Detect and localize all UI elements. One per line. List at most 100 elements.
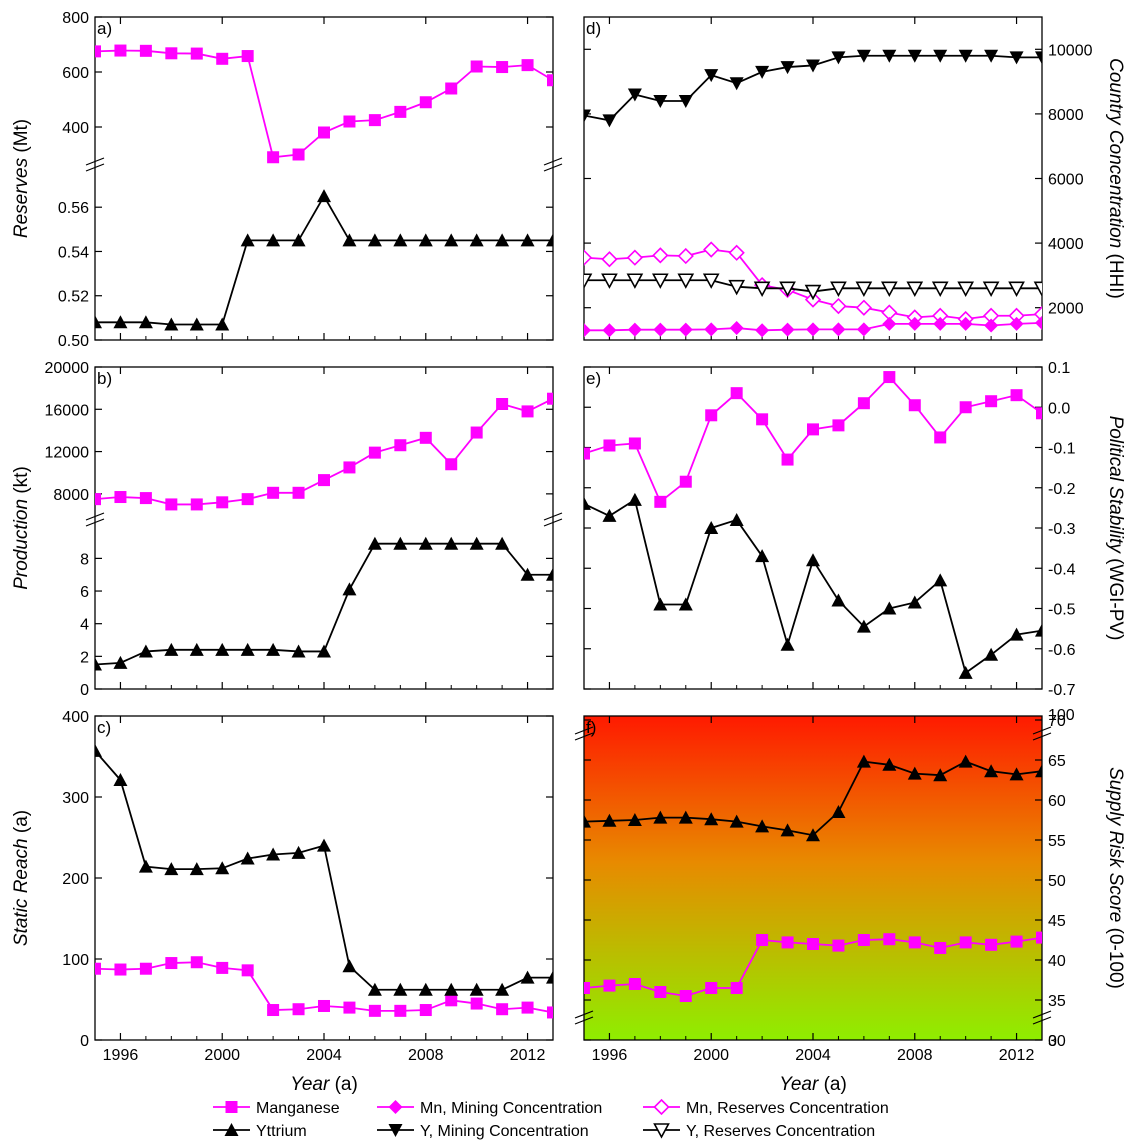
series-line-mn-reserves-concentration <box>584 248 1042 320</box>
y-tick-label: 300 <box>62 790 89 807</box>
data-point-yttrium <box>393 233 408 247</box>
y-tick-label: 0.54 <box>58 244 89 261</box>
data-point-yttrium <box>317 189 331 203</box>
y-tick-label: 65 <box>1048 753 1066 770</box>
axis-break-mark <box>85 512 105 521</box>
x-tick-label: 2008 <box>408 1047 444 1064</box>
legend-item-manganese: Manganese <box>213 1100 340 1117</box>
data-point-manganese <box>908 936 921 949</box>
data-point-manganese <box>445 994 458 1007</box>
panel-label: d) <box>586 19 601 38</box>
data-point-manganese <box>883 371 896 384</box>
series-line-yttrium <box>584 498 1042 675</box>
y-tick-label: 0.0 <box>1048 400 1070 417</box>
axis-break-mark <box>543 163 563 172</box>
data-point-mn-mining-concentration <box>602 323 617 338</box>
axis-break-mark <box>85 518 105 527</box>
data-point-yttrium <box>164 642 179 656</box>
y-tick-label: 8 <box>80 551 89 568</box>
data-point-manganese <box>603 439 616 452</box>
y-axis-label: Production (kt) <box>11 466 32 590</box>
data-point-mn-mining-concentration <box>653 322 668 337</box>
data-point-yttrium <box>984 647 999 661</box>
data-point-yttrium <box>418 233 433 247</box>
data-point-yttrium <box>138 644 153 658</box>
legend-label: Mn, Mining Concentration <box>420 1100 602 1117</box>
data-point-manganese <box>267 1004 280 1017</box>
data-point-manganese <box>584 447 590 460</box>
data-point-mn-mining-concentration <box>584 323 591 338</box>
data-point-manganese <box>190 47 203 60</box>
data-point-yttrium <box>317 644 331 658</box>
data-point-manganese <box>730 982 743 994</box>
y-tick-label: 4 <box>80 617 89 634</box>
series-layer <box>584 49 1042 338</box>
y-tick-label: 2000 <box>1048 301 1084 318</box>
y-tick-label: 400 <box>62 120 89 137</box>
panel-label: c) <box>97 718 111 737</box>
x-tick-label: 2000 <box>204 1047 240 1064</box>
data-point-manganese <box>1010 389 1023 402</box>
data-point-manganese <box>959 401 972 414</box>
data-point-yttrium <box>546 233 553 247</box>
y-tick-label: 4000 <box>1048 236 1084 253</box>
axis-break-mark <box>574 726 594 735</box>
data-point-yttrium <box>584 814 591 828</box>
data-point-yttrium <box>520 233 535 247</box>
data-point-manganese <box>216 961 229 974</box>
axis-break-mark <box>85 157 105 166</box>
data-point-manganese <box>95 45 101 58</box>
x-tick-label: 2012 <box>999 1047 1035 1064</box>
plot-frame <box>94 715 554 1041</box>
legend-label: Mn, Reserves Concentration <box>686 1100 889 1117</box>
legend-label: Manganese <box>256 1100 340 1117</box>
data-point-manganese <box>781 936 794 949</box>
data-point-y-reserves-concentration <box>1033 281 1042 298</box>
data-point-manganese <box>547 392 553 405</box>
data-point-yttrium <box>520 970 535 984</box>
data-point-manganese <box>628 978 641 990</box>
data-point-yttrium <box>780 637 795 651</box>
data-point-manganese <box>394 1004 407 1017</box>
data-point-manganese <box>959 936 972 949</box>
data-point-mn-mining-concentration <box>678 322 693 337</box>
legend-item-mn-mining-concentration: Mn, Mining Concentration <box>377 1100 602 1117</box>
data-point-yttrium <box>418 982 433 996</box>
chart-panel-a: 400 600 800 0.50 0.52 0.54 0.56 a) Reserves (Mt) <box>11 10 563 350</box>
legend-label: Yttrium <box>256 1123 307 1140</box>
data-point-manganese <box>114 44 127 57</box>
data-point-manganese <box>908 399 921 412</box>
series-layer <box>95 392 553 671</box>
data-point-yttrium <box>164 862 179 876</box>
legend-item-y-reserves-concentration: Y, Reserves Concentration <box>643 1123 875 1140</box>
x-tick-label: 2004 <box>306 1047 342 1064</box>
data-point-mn-mining-concentration <box>882 316 897 331</box>
data-point-yttrium <box>215 861 230 875</box>
data-point-mn-mining-concentration <box>907 316 922 331</box>
data-point-yttrium <box>584 496 591 510</box>
data-point-manganese <box>114 491 127 504</box>
data-point-manganese <box>165 957 178 970</box>
y-tick-label: 2 <box>80 649 89 666</box>
y-tick-label: 6 <box>80 584 89 601</box>
y-tick-label: 100 <box>62 952 89 969</box>
series-line-manganese <box>95 397 553 506</box>
data-point-manganese <box>470 997 483 1010</box>
data-point-manganese <box>394 439 407 452</box>
data-point-manganese <box>190 498 203 511</box>
y-tick-label: 30 <box>1048 1033 1066 1050</box>
data-point-y-reserves-concentration <box>855 281 873 298</box>
data-point-yttrium <box>602 813 617 827</box>
data-point-mn-reserves-concentration <box>652 247 669 264</box>
data-point-manganese <box>445 82 458 95</box>
data-point-mn-mining-concentration <box>984 318 999 333</box>
y-tick-label: 0 <box>80 1033 89 1050</box>
chart-panel-b: 8000 12000 16000 20000 0 2 4 6 8 b) Production (kt… <box>11 360 563 699</box>
data-point-yttrium <box>469 536 484 550</box>
chart-panel-e: 0.1 0.0 -0.1 -0.2 -0.3 -0.4 -0.5 -0.6 -0.7 e) Poli… <box>583 360 1126 699</box>
data-point-yttrium <box>1035 623 1042 637</box>
y-tick-label: 55 <box>1048 833 1066 850</box>
data-point-manganese <box>470 60 483 73</box>
data-point-yttrium <box>907 766 922 780</box>
x-tick-label: 1996 <box>592 1047 628 1064</box>
